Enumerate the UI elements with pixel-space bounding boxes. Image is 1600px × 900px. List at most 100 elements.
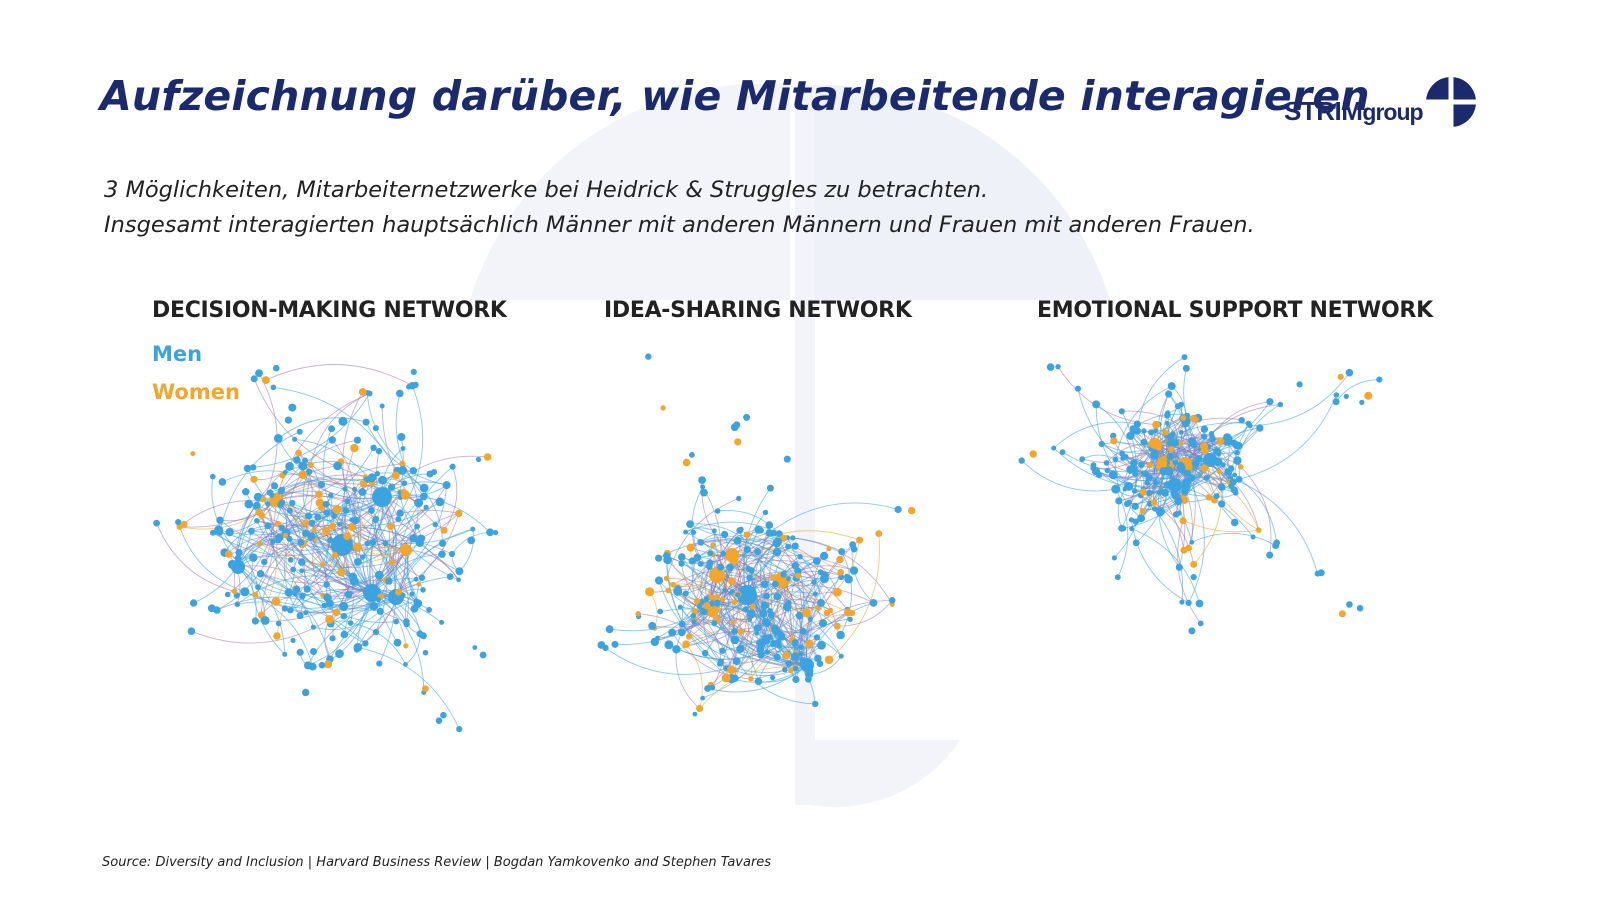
network-node-men <box>850 545 858 553</box>
source-citation: Source: Diversity and Inclusion | Harvar… <box>102 855 772 870</box>
network-node-men <box>1138 461 1145 469</box>
network-node-women <box>836 555 844 564</box>
network-node-men <box>869 599 878 607</box>
network-node-men <box>1129 526 1134 532</box>
network-edge <box>1021 460 1116 492</box>
network-edge <box>749 537 794 620</box>
network-node-men <box>416 630 424 638</box>
network-node-men <box>1195 455 1203 462</box>
network-node-men <box>717 661 723 667</box>
network-node-men <box>1250 534 1256 540</box>
network-edge <box>219 519 343 551</box>
network-node-men <box>693 553 702 562</box>
logo-text-main: STRIM <box>1284 96 1363 126</box>
network-edge <box>367 542 419 604</box>
network-node-men <box>1123 454 1129 460</box>
network-node-men <box>791 542 799 550</box>
network-node-women <box>712 594 720 602</box>
network-edge <box>675 649 700 709</box>
network-node-men <box>711 528 717 534</box>
network-node-men <box>820 551 829 560</box>
network-node-women <box>730 619 736 625</box>
network-node-men <box>1173 511 1180 518</box>
network-edge <box>255 503 275 596</box>
network-node-men <box>611 640 619 648</box>
network-edge <box>806 602 874 666</box>
network-edge <box>1053 421 1138 449</box>
network-node-women <box>315 490 323 498</box>
network-node-men <box>1018 457 1025 464</box>
network-node-men <box>400 446 406 451</box>
network-node-men <box>419 483 429 493</box>
network-node-men <box>709 684 716 691</box>
network-edge <box>1238 394 1337 480</box>
network-edge <box>295 549 407 596</box>
network-node-men <box>375 447 383 455</box>
legend-men: Men <box>152 342 203 366</box>
network-node-men <box>1115 497 1123 505</box>
network-node-men <box>794 567 802 575</box>
network-edge <box>275 495 421 539</box>
network-node-men <box>393 638 402 647</box>
network-node-men <box>1208 431 1215 437</box>
network-node-men <box>1096 472 1103 479</box>
network-edge <box>179 471 310 528</box>
network-node-men <box>269 492 275 498</box>
network-node-women <box>1146 461 1153 469</box>
network-node-women <box>708 595 714 600</box>
network-node-men <box>764 649 770 655</box>
network-node-men <box>762 509 769 516</box>
network-edge <box>237 575 355 605</box>
network-node-men <box>253 492 263 502</box>
network-edge <box>211 476 240 553</box>
network-node-men <box>270 539 276 545</box>
network-node-men <box>351 516 360 525</box>
network-node-women <box>743 531 751 539</box>
network-edge <box>768 502 899 534</box>
network-node-men <box>1200 433 1208 440</box>
network-node-women <box>1200 464 1209 473</box>
network-edge <box>391 561 409 622</box>
network-node-men <box>1079 456 1086 462</box>
network-node-men <box>798 651 804 657</box>
network-node-men <box>448 550 456 558</box>
network-node-men <box>814 654 822 662</box>
network-node-men <box>1178 430 1184 435</box>
network-edge <box>731 548 841 573</box>
network-node-men <box>360 554 366 560</box>
network-node-men <box>1181 354 1188 361</box>
network-node-women <box>302 519 310 527</box>
network-node-women <box>1364 391 1373 400</box>
network-node-men <box>743 413 751 421</box>
network-node-men <box>216 516 224 524</box>
network-node-women <box>260 496 267 503</box>
network-node-men <box>1200 425 1209 433</box>
network-node-women <box>1338 610 1346 618</box>
network-edge <box>671 632 751 680</box>
network-node-men <box>290 637 296 643</box>
network-node-men <box>1046 363 1055 371</box>
network-node-men <box>765 521 774 529</box>
network-node-men <box>605 625 614 634</box>
network-node-women <box>416 581 422 587</box>
network-edge <box>296 555 336 590</box>
network-edge <box>770 546 789 633</box>
network-node-men <box>767 608 773 614</box>
network-node-women <box>180 520 188 528</box>
network-node-women <box>727 577 736 586</box>
network-node-men <box>412 381 419 389</box>
network-node-men <box>307 532 316 541</box>
network-node-women <box>720 596 726 602</box>
network-node-men <box>409 467 418 475</box>
network-node-men <box>353 436 361 444</box>
network-node-men <box>1145 474 1152 481</box>
network-node-men <box>678 620 686 628</box>
network-node-women <box>737 628 744 636</box>
network-node-men <box>1233 456 1242 465</box>
network-node-men <box>748 567 755 574</box>
network-node-men <box>797 553 803 560</box>
network-node-men <box>1188 627 1196 635</box>
network-node-men <box>339 601 349 611</box>
network-node-men <box>742 606 749 613</box>
network-node-men <box>435 497 445 507</box>
